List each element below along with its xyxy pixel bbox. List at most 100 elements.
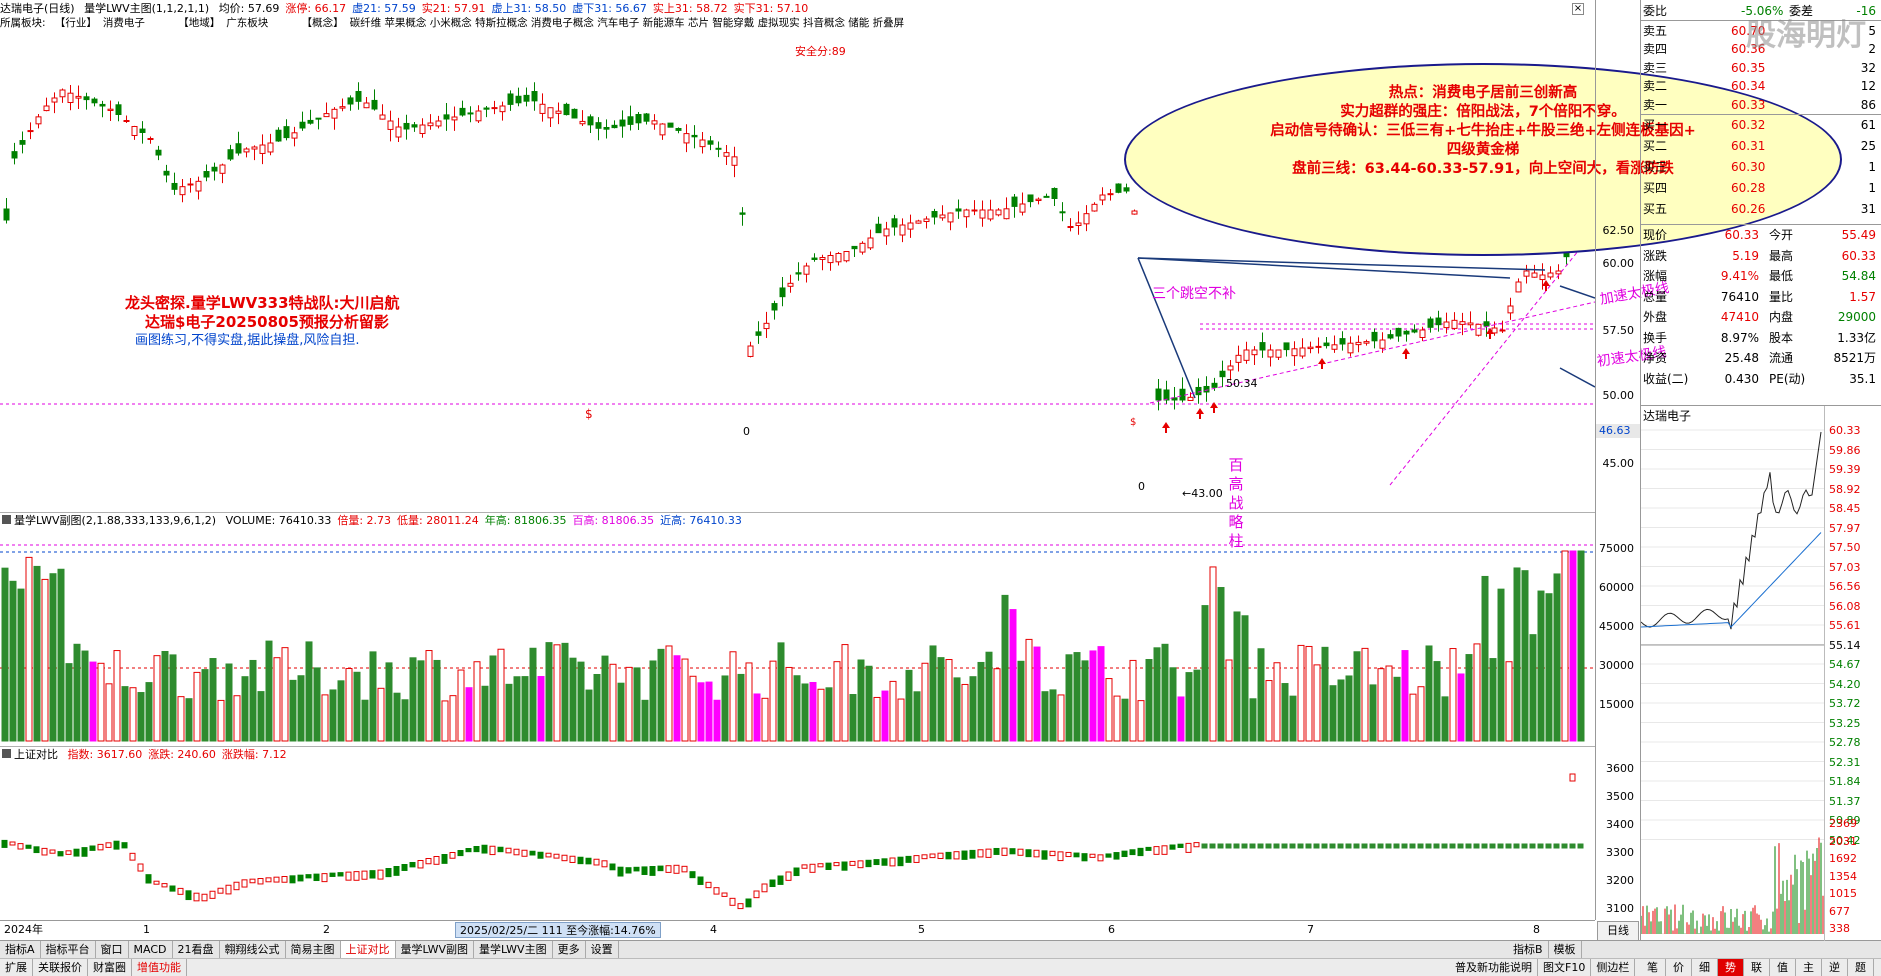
index-candle [57, 851, 64, 857]
index-indicator-icon[interactable] [2, 749, 11, 758]
indicator-tab[interactable]: 窗口 [96, 941, 129, 959]
index-candle [1353, 843, 1360, 849]
index-candle [273, 876, 280, 883]
candle-body [987, 209, 994, 220]
candle-body [563, 103, 570, 116]
tool-icon-2[interactable]: 细 [1692, 959, 1718, 976]
candle-body [99, 103, 106, 107]
index-candle [657, 865, 664, 872]
candle-body [1155, 388, 1162, 401]
buy-order-row[interactable]: 买三 60.30 1 [1641, 158, 1881, 176]
index-candle [1553, 843, 1560, 849]
concept-values[interactable]: 碳纤维 苹果概念 小米概念 特斯拉概念 消费电子概念 汽车电子 新能源车 芯片 … [349, 17, 905, 29]
candle-body [587, 116, 594, 126]
candle-body [939, 214, 946, 219]
sell-order-row[interactable]: 卖四 60.36 2 [1641, 40, 1881, 58]
close-icon[interactable]: × [1572, 3, 1584, 15]
volume-bar [1569, 550, 1577, 742]
tab-value-added[interactable]: 增值功能 [132, 959, 187, 976]
sell-order-row[interactable]: 卖三 60.35 32 [1641, 59, 1881, 77]
industry-value[interactable]: 消费电子 [102, 17, 145, 29]
region-value[interactable]: 广东板块 [226, 17, 269, 29]
stock-name[interactable]: 达瑞电子 [0, 2, 44, 15]
indicator-tab[interactable]: 更多 [553, 941, 586, 959]
tab-indicator-b[interactable]: 指标B [1508, 941, 1549, 959]
indicator-tab[interactable]: 简易主图 [286, 941, 341, 959]
indicator-tab[interactable]: 量学LWV副图 [396, 941, 475, 959]
index-indicator-name[interactable]: 上证对比 [14, 748, 58, 761]
index-candle [769, 879, 776, 888]
range-note[interactable]: 2025/02/25/二 111 至今涨幅:14.76% [455, 922, 661, 938]
candle-body [371, 99, 378, 110]
volume-bar [297, 675, 305, 742]
index-comparison-chart[interactable] [0, 762, 1595, 920]
index-candle [1449, 843, 1456, 849]
tab-related-quotes[interactable]: 关联报价 [33, 959, 88, 976]
period-button[interactable]: 日线 [1597, 921, 1639, 941]
indicator-tab[interactable]: MACD [129, 941, 173, 959]
indicator-tabs: 指标A 指标平台 窗口 MACD 21看盘 翱翔线公式 简易主图 上证对比 量学LWV副图 量学L… [0, 941, 619, 959]
volume-bar-chart[interactable] [0, 528, 1595, 746]
candle-body [1411, 329, 1418, 333]
f10-link[interactable]: 图文F10 [1538, 959, 1592, 976]
volume-bar [1001, 594, 1009, 742]
index-candle [1281, 843, 1288, 849]
tool-icon-4[interactable]: 联 [1744, 959, 1770, 976]
sidebar-link[interactable]: 侧边栏 [1591, 959, 1636, 976]
mini-price-tick: 51.84 [1829, 775, 1861, 788]
mini-intraday-chart[interactable] [1641, 422, 1824, 934]
indicator-tab[interactable]: 指标平台 [41, 941, 96, 959]
tool-icon-8[interactable]: 题 [1848, 959, 1874, 976]
tab-template[interactable]: 模板 [1549, 941, 1582, 959]
tab-extend[interactable]: 扩展 [0, 959, 33, 976]
buy-order-volume: 1 [1868, 160, 1876, 174]
buy-order-row[interactable]: 买二 60.31 25 [1641, 137, 1881, 155]
stat-l1: 收益(二) [1643, 371, 1689, 386]
vol-indicator-icon[interactable] [2, 515, 11, 524]
indicator-tab[interactable]: 指标A [0, 941, 41, 959]
candle-body [1363, 341, 1370, 344]
index-candle [17, 843, 24, 850]
index-candle [665, 865, 672, 873]
candle-body [883, 228, 890, 237]
indicator-tab[interactable]: 21看盘 [173, 941, 220, 959]
tab-wealth-circle[interactable]: 财富圈 [88, 959, 132, 976]
buy-order-row[interactable]: 买四 60.28 1 [1641, 179, 1881, 197]
candle-body [283, 126, 290, 139]
sell-order-row[interactable]: 卖一 60.33 86 [1641, 96, 1881, 114]
volume-indicator-name[interactable]: 量学LWV副图 [14, 514, 82, 527]
feature-help-link[interactable]: 普及新功能说明 [1450, 959, 1538, 976]
tool-icon-3[interactable]: 势 [1718, 959, 1744, 976]
candle-body [1419, 329, 1426, 338]
indicator-tab[interactable]: 设置 [586, 941, 619, 959]
candle-body [1299, 347, 1306, 357]
candle-body [267, 142, 274, 153]
index-candle [937, 852, 944, 860]
sell-order-row[interactable]: 卖二 60.34 12 [1641, 77, 1881, 95]
candle-body [819, 257, 826, 260]
indicator-tab[interactable]: 翱翔线公式 [220, 941, 286, 959]
volume-bar [745, 662, 753, 742]
price-candlestick-chart[interactable]: $$ [0, 30, 1595, 512]
candle-body [723, 152, 730, 157]
candle-body [1171, 397, 1178, 401]
tool-icon-0[interactable]: 笔 [1640, 959, 1666, 976]
buy-order-row[interactable]: 买一 60.32 61 [1641, 116, 1881, 134]
volume-bar [977, 661, 985, 742]
initial-taiji-line [1149, 301, 1595, 404]
sell-order-row[interactable]: 卖五 60.70 5 [1641, 22, 1881, 40]
tool-icon-1[interactable]: 价 [1666, 959, 1692, 976]
candle-body [699, 139, 706, 148]
stat-l2: PE(动) [1769, 371, 1806, 386]
main-chart-header: 达瑞电子(日线) 量学LWV主图(1,1,2,1,1) 均价: 57.69 涨停:… [0, 1, 820, 16]
indicator-tab[interactable]: 上证对比 [340, 941, 396, 959]
indicator-name[interactable]: 量学LWV主图 [84, 2, 152, 15]
tool-icon-5[interactable]: 值 [1770, 959, 1796, 976]
index-candle [649, 866, 656, 876]
tool-icon-6[interactable]: 主 [1796, 959, 1822, 976]
indicator-tab[interactable]: 量学LWV主图 [474, 941, 553, 959]
buy-order-row[interactable]: 买五 60.26 31 [1641, 200, 1881, 218]
annotation-subtitle: 达瑞$电子20250805预报分析留影 [145, 313, 389, 331]
index-candle [233, 881, 240, 891]
tool-icon-7[interactable]: 逆 [1822, 959, 1848, 976]
